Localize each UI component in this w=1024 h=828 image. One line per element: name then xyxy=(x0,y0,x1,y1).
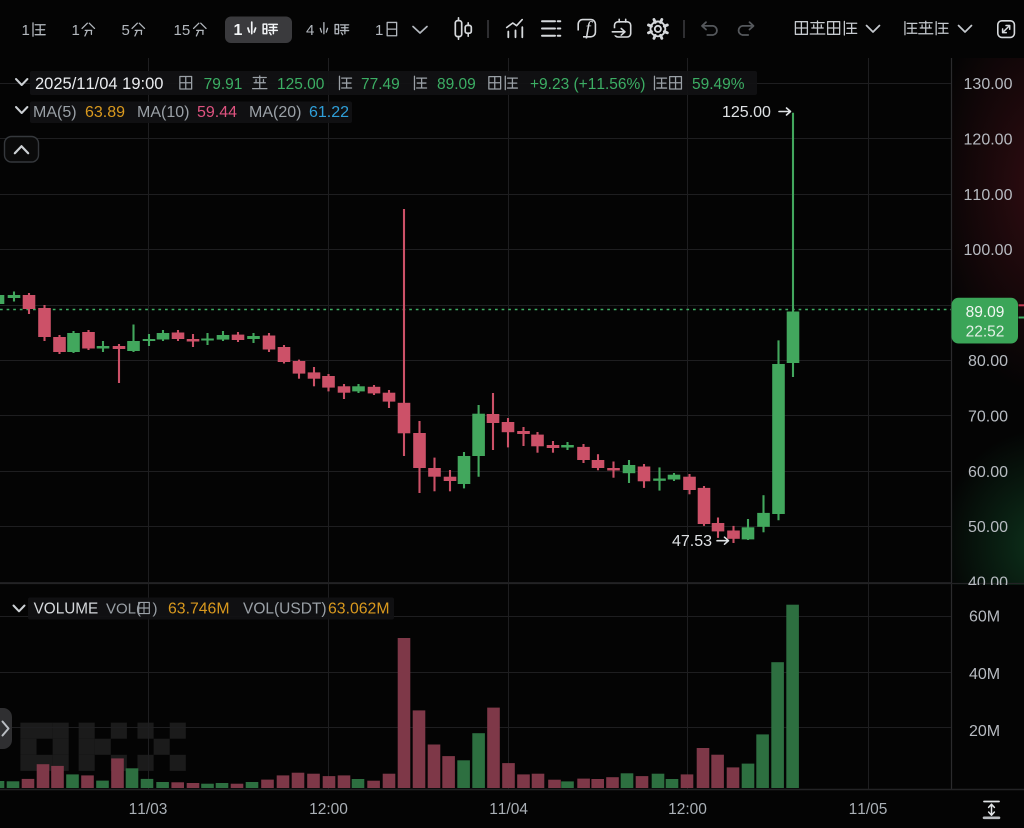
svg-text:1: 1 xyxy=(234,22,243,39)
svg-text:11/05: 11/05 xyxy=(849,801,888,818)
svg-text:60.00: 60.00 xyxy=(968,464,1008,481)
svg-text:22:52: 22:52 xyxy=(966,324,1005,341)
svg-text:1: 1 xyxy=(375,22,383,39)
svg-text:5: 5 xyxy=(122,22,130,39)
svg-text:59.49%: 59.49% xyxy=(692,76,745,93)
svg-text:MA(5): MA(5) xyxy=(33,104,77,121)
svg-text:f: f xyxy=(585,19,593,40)
svg-text:11/03: 11/03 xyxy=(129,801,168,818)
svg-text:125.00: 125.00 xyxy=(722,104,771,121)
svg-text:40M: 40M xyxy=(969,666,1000,683)
svg-text:63.062M: 63.062M xyxy=(328,601,389,618)
svg-text:59.44: 59.44 xyxy=(197,104,237,121)
svg-text:47.53: 47.53 xyxy=(672,533,712,550)
svg-text:77.49: 77.49 xyxy=(361,76,400,93)
svg-text:79.91: 79.91 xyxy=(204,76,243,93)
svg-text:130.00: 130.00 xyxy=(964,76,1013,93)
svg-text:120.00: 120.00 xyxy=(964,131,1013,148)
svg-text:): ) xyxy=(153,601,158,618)
svg-text:4: 4 xyxy=(306,22,314,39)
svg-text:89.09: 89.09 xyxy=(966,304,1005,321)
svg-text:11/04: 11/04 xyxy=(489,801,528,818)
svg-text:VOL(USDT): VOL(USDT) xyxy=(243,601,327,618)
svg-text:125.00: 125.00 xyxy=(277,76,325,93)
svg-text:1: 1 xyxy=(72,22,80,39)
svg-text:100.00: 100.00 xyxy=(964,242,1013,259)
svg-text:50.00: 50.00 xyxy=(968,519,1008,536)
svg-text:63.89: 63.89 xyxy=(85,104,125,121)
svg-text:110.00: 110.00 xyxy=(964,187,1013,204)
svg-text:70.00: 70.00 xyxy=(968,408,1008,425)
svg-text:VOL(: VOL( xyxy=(106,601,141,618)
svg-text:15: 15 xyxy=(174,22,191,39)
svg-text:VOLUME: VOLUME xyxy=(34,601,99,618)
svg-text:20M: 20M xyxy=(969,723,1000,740)
svg-text:MA(10): MA(10) xyxy=(137,104,189,121)
svg-text:12:00: 12:00 xyxy=(668,801,707,818)
svg-text:2025/11/04 19:00: 2025/11/04 19:00 xyxy=(35,75,163,93)
svg-text:12:00: 12:00 xyxy=(309,801,348,818)
svg-text:MA(20): MA(20) xyxy=(249,104,301,121)
svg-text:1: 1 xyxy=(22,22,30,39)
svg-text:89.09: 89.09 xyxy=(437,76,476,93)
svg-text:60M: 60M xyxy=(969,609,1000,626)
svg-text:40.00: 40.00 xyxy=(968,575,1008,592)
svg-text:+9.23 (+11.56%): +9.23 (+11.56%) xyxy=(530,76,645,93)
svg-text:63.746M: 63.746M xyxy=(168,601,229,618)
svg-text:80.00: 80.00 xyxy=(968,353,1008,370)
svg-text:61.22: 61.22 xyxy=(309,104,349,121)
